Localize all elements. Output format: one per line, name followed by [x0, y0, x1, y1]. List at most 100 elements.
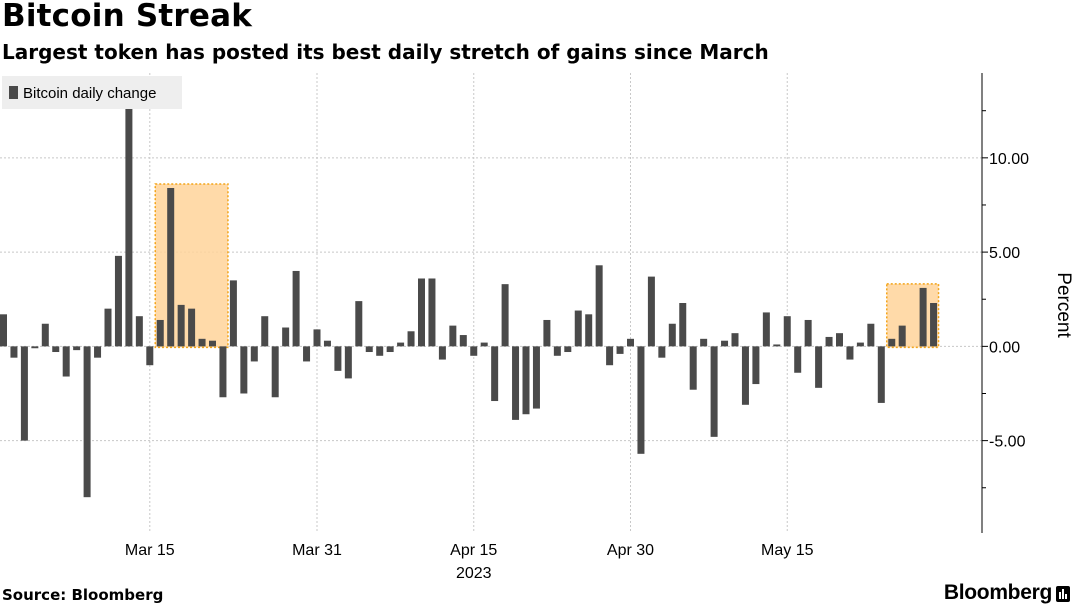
bar [752, 346, 760, 385]
legend-swatch [9, 86, 18, 99]
bar [20, 346, 28, 441]
bar [114, 255, 122, 347]
bar [209, 340, 216, 347]
bar [700, 338, 708, 347]
bar [470, 346, 478, 356]
bar [616, 346, 624, 354]
chart-title: Bitcoin Streak [2, 0, 253, 34]
bar [344, 346, 352, 379]
bar [825, 336, 833, 347]
bar [94, 346, 102, 358]
bar [501, 284, 509, 347]
bar [83, 346, 91, 498]
bar [271, 346, 279, 398]
bar [543, 319, 551, 347]
bar [365, 346, 373, 353]
bar [303, 346, 311, 362]
bar [512, 346, 520, 420]
bar [261, 316, 269, 347]
bar [606, 346, 614, 366]
bar [407, 331, 415, 347]
bar [250, 346, 258, 362]
bar [741, 346, 749, 405]
bar [731, 333, 739, 347]
bar [104, 308, 112, 347]
bar [553, 346, 561, 356]
bar [167, 188, 175, 347]
bar [815, 346, 823, 388]
bar [313, 329, 321, 347]
x-year-label: 2023 [456, 565, 492, 582]
bar [323, 340, 331, 347]
legend-label: Bitcoin daily change [23, 85, 156, 102]
bar [52, 346, 60, 353]
bar [679, 303, 687, 347]
brand-logo: Bloomberg [943, 581, 1052, 604]
source-note: Source: Bloomberg [2, 586, 164, 604]
x-axis: Mar 15 Mar 31 Apr 15 Apr 30 May 15 2023 [125, 542, 814, 582]
bar [721, 340, 729, 347]
bar [574, 310, 582, 347]
bar [156, 319, 164, 347]
bar [919, 287, 927, 347]
bar [836, 333, 843, 347]
y-axis: 10.00 5.00 0.00 -5.00 Percent [981, 73, 1074, 533]
x-tick-label: Mar 15 [125, 542, 175, 559]
bloomberg-terminal-icon [1056, 586, 1070, 602]
legend-background [2, 76, 182, 109]
bar [146, 346, 154, 366]
y-axis-label: Percent [1053, 272, 1074, 338]
bar [397, 342, 405, 347]
x-tick-label: Mar 31 [292, 542, 342, 559]
bar [783, 316, 791, 347]
y-tick-label: 5.00 [989, 245, 1020, 262]
bar [188, 308, 196, 347]
bar [595, 265, 603, 347]
bar [62, 346, 70, 377]
bar [867, 323, 875, 347]
bar [522, 346, 530, 415]
bar [428, 278, 436, 347]
bar [668, 323, 676, 347]
y-tick-label: -5.00 [989, 434, 1026, 451]
bar [449, 325, 457, 347]
bar [355, 301, 363, 347]
bar [10, 346, 18, 358]
bar [198, 338, 206, 347]
bars [0, 103, 938, 498]
bar [240, 346, 248, 394]
y-tick-label: 0.00 [989, 339, 1020, 356]
bar [480, 342, 488, 347]
bar [794, 346, 802, 373]
bar [585, 314, 593, 347]
bar [229, 280, 237, 347]
bar [292, 270, 300, 347]
x-tick-label: Apr 30 [607, 542, 654, 559]
bar [418, 278, 425, 347]
bar [773, 344, 781, 347]
bar [334, 346, 342, 371]
bar [647, 276, 655, 347]
bar [177, 304, 185, 347]
bar [219, 346, 227, 398]
bar [564, 346, 572, 353]
highlight-box [886, 283, 940, 349]
bar [856, 342, 864, 347]
bar [532, 346, 540, 409]
bar [627, 338, 634, 347]
y-tick-label: 10.00 [989, 151, 1029, 168]
bar [689, 346, 697, 390]
legend: Bitcoin daily change [2, 76, 182, 109]
bar [710, 346, 718, 437]
bar [637, 346, 645, 454]
bar [930, 303, 938, 347]
bar [491, 346, 499, 402]
bar [438, 346, 446, 360]
bar [282, 327, 290, 347]
bar [888, 338, 896, 347]
x-tick-label: May 15 [761, 542, 814, 559]
bar [125, 103, 133, 347]
bar [804, 319, 812, 347]
chart-subtitle: Largest token has posted its best daily … [2, 40, 769, 64]
bar [386, 346, 394, 353]
